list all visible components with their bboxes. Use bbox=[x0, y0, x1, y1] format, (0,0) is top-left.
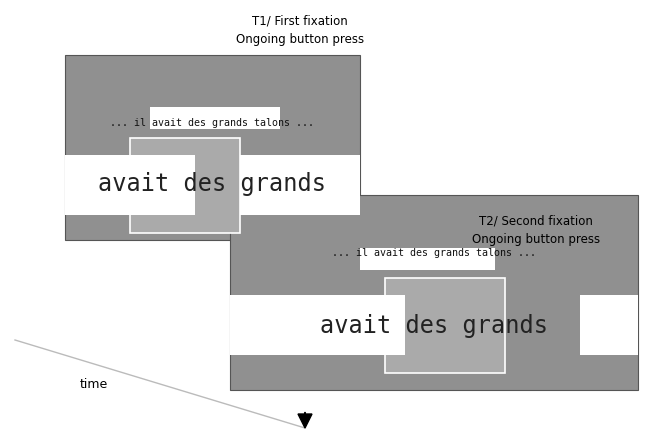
Text: ... il avait des grands talons ...: ... il avait des grands talons ... bbox=[332, 248, 536, 258]
Bar bbox=[230, 195, 638, 390]
Text: T2/ Second fixation
Ongoing button press: T2/ Second fixation Ongoing button press bbox=[472, 215, 600, 246]
Text: avait des grands: avait des grands bbox=[98, 173, 327, 197]
Text: avait des grands: avait des grands bbox=[320, 314, 548, 338]
Text: time: time bbox=[80, 378, 108, 392]
Bar bbox=[65, 55, 360, 240]
Bar bbox=[360, 248, 495, 270]
Bar bbox=[65, 155, 195, 215]
Text: ... il avait des grands talons ...: ... il avait des grands talons ... bbox=[111, 118, 314, 128]
Bar bbox=[580, 295, 638, 355]
Polygon shape bbox=[298, 414, 312, 428]
Bar bbox=[130, 138, 240, 233]
Bar bbox=[230, 295, 405, 355]
Bar bbox=[240, 155, 360, 215]
Bar bbox=[385, 278, 505, 373]
Text: T1/ First fixation
Ongoing button press: T1/ First fixation Ongoing button press bbox=[236, 15, 364, 46]
Bar bbox=[150, 107, 280, 129]
